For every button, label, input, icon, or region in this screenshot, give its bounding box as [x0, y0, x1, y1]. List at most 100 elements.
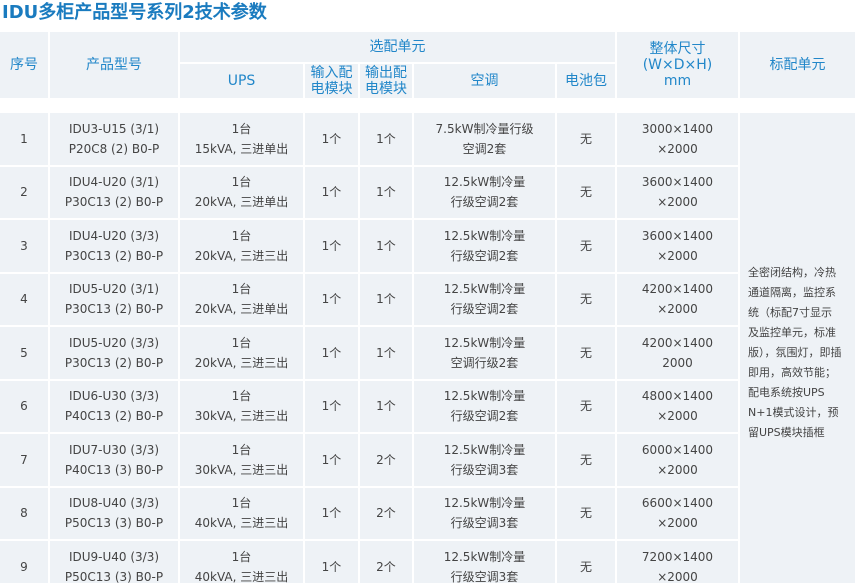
- table-cell: 1个: [360, 113, 412, 165]
- cell-text: 1个: [376, 185, 396, 200]
- cell-text: 1台: [231, 549, 252, 564]
- cell-text: 电池包: [565, 73, 607, 89]
- table-cell: 3600×1400 ×2000: [617, 220, 738, 272]
- cell-text: 无: [579, 185, 592, 200]
- table-cell: 6: [0, 380, 48, 432]
- cell-text: 1个: [321, 185, 342, 200]
- header-cell: 整体尺寸 (W×D×H) mm: [617, 32, 738, 98]
- cell-text: P50C13 (3) B0-P: [64, 569, 164, 583]
- cell-text: 序号: [10, 57, 38, 73]
- cell-text: P50C13 (3) B0-P: [64, 516, 164, 531]
- cell-text: IDU4-U20 (3/3): [68, 228, 160, 243]
- table-cell: 7200×1400 ×2000: [617, 541, 738, 583]
- table-cell: 4200×1400 2000: [617, 327, 738, 379]
- cell-text: 40kVA, 三进三出: [194, 516, 289, 531]
- table-cell: 1个: [360, 380, 412, 432]
- cell-text: 输入配: [310, 65, 353, 81]
- cell-text: IDU8-U40 (3/3): [68, 496, 160, 511]
- cell-text: 空调2套: [462, 141, 507, 156]
- cell-text: 20kVA, 三进三出: [194, 248, 289, 263]
- table-cell: 12.5kW制冷量 行级空调2套: [414, 273, 555, 325]
- table-cell: 1台 30kVA, 三进三出: [180, 380, 303, 432]
- table-cell: 1台 30kVA, 三进三出: [180, 434, 303, 486]
- cell-text: 1台: [231, 442, 252, 457]
- cell-text: 行级空调3套: [450, 516, 519, 531]
- cell-text: 无: [579, 131, 592, 146]
- cell-text: 1个: [376, 345, 396, 360]
- cell-text: P40C13 (2) B0-P: [64, 409, 164, 424]
- table-cell: 12.5kW制冷量 行级空调2套: [414, 220, 555, 272]
- table-cell: 1台 20kVA, 三进单出: [180, 166, 303, 218]
- header-cell: 选配单元: [180, 32, 615, 62]
- cell-text: 3: [20, 238, 28, 253]
- cell-text: ×2000: [657, 141, 698, 156]
- cell-text: P40C13 (3) B0-P: [64, 462, 164, 477]
- cell-text: 8: [20, 506, 28, 521]
- table-cell: 无: [557, 380, 615, 432]
- cell-text: 1个: [321, 131, 342, 146]
- cell-text: 1个: [321, 452, 342, 467]
- cell-text: 4800×1400: [641, 389, 714, 404]
- cell-text: 20kVA, 三进单出: [194, 195, 289, 210]
- cell-text: IDU4-U20 (3/1): [68, 175, 160, 190]
- cell-text: 空调行级2套: [450, 355, 519, 370]
- table-cell: 1个: [360, 327, 412, 379]
- table-cell: 3000×1400 ×2000: [617, 113, 738, 165]
- table-cell: IDU5-U20 (3/1) P30C13 (2) B0-P: [50, 273, 178, 325]
- cell-text: 2000: [662, 355, 693, 370]
- cell-text: 行级空调3套: [450, 462, 519, 477]
- cell-text: 4200×1400: [641, 335, 714, 350]
- cell-text: 20kVA, 三进三出: [194, 355, 289, 370]
- cell-text: 12.5kW制冷量: [443, 175, 526, 190]
- cell-text: ×2000: [657, 462, 698, 477]
- cell-text: 2个: [376, 452, 396, 467]
- cell-text: 2: [20, 185, 28, 200]
- cell-text: 12.5kW制冷量: [443, 389, 526, 404]
- header-cell: UPS: [180, 64, 303, 98]
- table-cell: 12.5kW制冷量 空调行级2套: [414, 327, 555, 379]
- cell-text: 1台: [231, 282, 252, 297]
- cell-text: 4: [20, 292, 28, 307]
- table-cell: 6600×1400 ×2000: [617, 487, 738, 539]
- table-cell: 2个: [360, 487, 412, 539]
- table-cell: 2个: [360, 541, 412, 583]
- cell-text: 全密闭结构，冷热: [748, 265, 836, 279]
- cell-text: 6: [20, 399, 28, 414]
- cell-text: P30C13 (2) B0-P: [64, 248, 164, 263]
- note-cell: 全密闭结构，冷热 通道隔离，监控系 统（标配7寸显示 及监控单元，标准 版），氛围灯，即…: [740, 113, 855, 583]
- cell-text: 12.5kW制冷量: [443, 228, 526, 243]
- cell-text: 版），氛围灯，即插: [748, 345, 842, 359]
- cell-text: ×2000: [657, 569, 698, 583]
- cell-text: 1个: [376, 399, 396, 414]
- table-cell: 1台 15kVA, 三进单出: [180, 113, 303, 165]
- cell-text: mm: [663, 73, 692, 89]
- cell-text: 30kVA, 三进三出: [194, 462, 289, 477]
- cell-text: P30C13 (2) B0-P: [64, 195, 164, 210]
- header-cell: 产品型号: [50, 32, 178, 98]
- cell-text: 3000×1400: [641, 121, 714, 136]
- cell-text: 12.5kW制冷量: [443, 496, 526, 511]
- header-cell: 空调: [414, 64, 555, 98]
- table-cell: 1个: [305, 541, 358, 583]
- cell-text: 1个: [321, 292, 342, 307]
- table-cell: IDU4-U20 (3/3) P30C13 (2) B0-P: [50, 220, 178, 272]
- table-cell: IDU5-U20 (3/3) P30C13 (2) B0-P: [50, 327, 178, 379]
- cell-text: 无: [579, 238, 592, 253]
- cell-text: ×2000: [657, 302, 698, 317]
- header-cell: 标配单元: [740, 32, 855, 98]
- cell-text: 行级空调2套: [450, 248, 519, 263]
- cell-text: 12.5kW制冷量: [443, 335, 526, 350]
- cell-text: 1台: [231, 496, 252, 511]
- table-cell: 1台 20kVA, 三进单出: [180, 273, 303, 325]
- table-cell: 无: [557, 487, 615, 539]
- table-cell: IDU8-U40 (3/3) P50C13 (3) B0-P: [50, 487, 178, 539]
- cell-text: 产品型号: [86, 57, 142, 73]
- table-cell: IDU7-U30 (3/3) P40C13 (3) B0-P: [50, 434, 178, 486]
- cell-text: 行级空调2套: [450, 409, 519, 424]
- cell-text: 3600×1400: [641, 175, 714, 190]
- cell-text: P30C13 (2) B0-P: [64, 355, 164, 370]
- cell-text: 无: [579, 345, 592, 360]
- table-cell: 1个: [305, 487, 358, 539]
- cell-text: 1台: [231, 389, 252, 404]
